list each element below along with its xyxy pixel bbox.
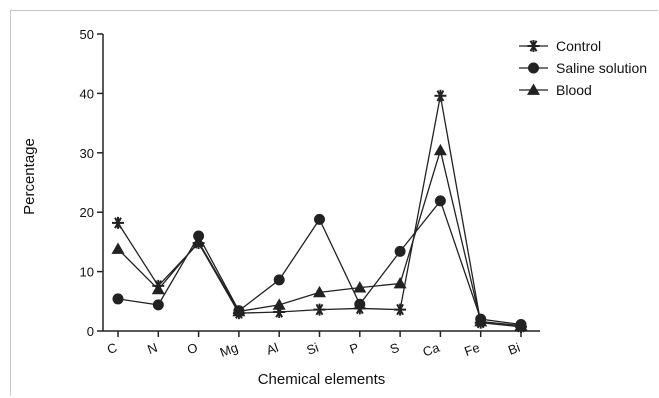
data-point-control [313, 303, 326, 316]
data-point-saline-solution [394, 245, 406, 257]
y-tick-label: 50 [80, 27, 94, 42]
legend-label: Saline solution [556, 60, 647, 76]
data-point-saline-solution [152, 299, 164, 311]
legend: Control Saline solution Blood [519, 38, 647, 98]
legend-label: Blood [556, 82, 592, 98]
data-point-blood [433, 143, 447, 156]
data-point-blood [232, 304, 246, 317]
series-layer [111, 89, 528, 333]
legend-marker [527, 83, 540, 95]
y-tick-label: 20 [80, 205, 94, 220]
series-blood [111, 143, 528, 331]
x-tick-label: C [105, 340, 119, 357]
x-tick-label: N [145, 340, 159, 357]
y-axis-title: Percentage [21, 138, 38, 215]
data-point-blood [111, 242, 125, 254]
x-tick-label: Al [264, 340, 280, 358]
data-point-blood [192, 235, 206, 247]
data-point-blood [151, 282, 165, 295]
series-line-blood [117, 147, 522, 327]
y-tick-label: 10 [80, 265, 94, 280]
x-tick-label: Mg [218, 340, 240, 360]
data-point-blood [514, 319, 528, 331]
data-point-control [112, 216, 124, 229]
x-tick-label: Si [305, 340, 321, 358]
data-point-blood [313, 285, 326, 298]
data-point-blood [353, 281, 367, 293]
x-axis-title: Chemical elements [258, 371, 386, 388]
legend-label: Control [556, 38, 601, 54]
x-tick-label: Fe [462, 340, 481, 359]
x-tick-label: Bi [506, 340, 522, 358]
legend-marker [528, 62, 539, 74]
x-ticks: C N O Mg Al Si P S Ca Fe Bi [105, 331, 522, 360]
x-tick-label: S [388, 340, 402, 357]
y-ticks: 0 10 20 30 40 50 [80, 27, 103, 339]
y-tick-label: 30 [80, 146, 94, 161]
x-tick-label: P [348, 340, 361, 357]
data-point-saline-solution [273, 274, 285, 286]
y-tick-label: 0 [87, 324, 94, 339]
legend-item-saline-solution: Saline solution [519, 60, 647, 76]
data-point-control [394, 303, 407, 316]
data-point-saline-solution [354, 298, 366, 310]
data-point-blood [474, 314, 488, 327]
legend-item-control: Control [519, 38, 601, 54]
y-tick-label: 40 [80, 86, 94, 101]
data-point-saline-solution [112, 293, 124, 305]
legend-marker [527, 40, 540, 52]
axes [102, 34, 540, 332]
data-point-saline-solution [314, 213, 325, 225]
data-point-saline-solution [434, 195, 446, 207]
x-tick-label: Ca [421, 339, 442, 359]
x-tick-label: O [185, 340, 200, 358]
data-point-control [434, 89, 447, 102]
data-point-blood [393, 276, 407, 289]
legend-item-blood: Blood [519, 82, 592, 98]
data-point-blood [272, 298, 286, 310]
